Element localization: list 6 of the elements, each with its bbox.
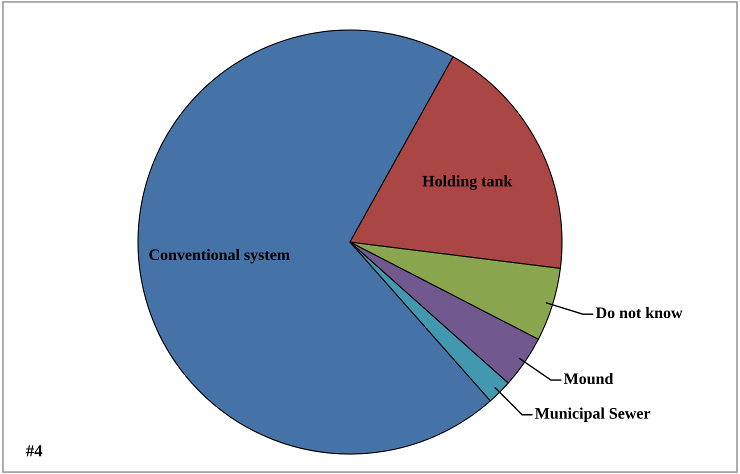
text: #4 (26, 445, 42, 456)
slice-label: Municipal Sewer (535, 408, 650, 422)
slice-label: Mound (564, 372, 614, 384)
slice-label: Conventional system (149, 248, 290, 264)
slice-label: Holding tank (422, 175, 512, 190)
slice-label: Do not know (596, 306, 682, 318)
